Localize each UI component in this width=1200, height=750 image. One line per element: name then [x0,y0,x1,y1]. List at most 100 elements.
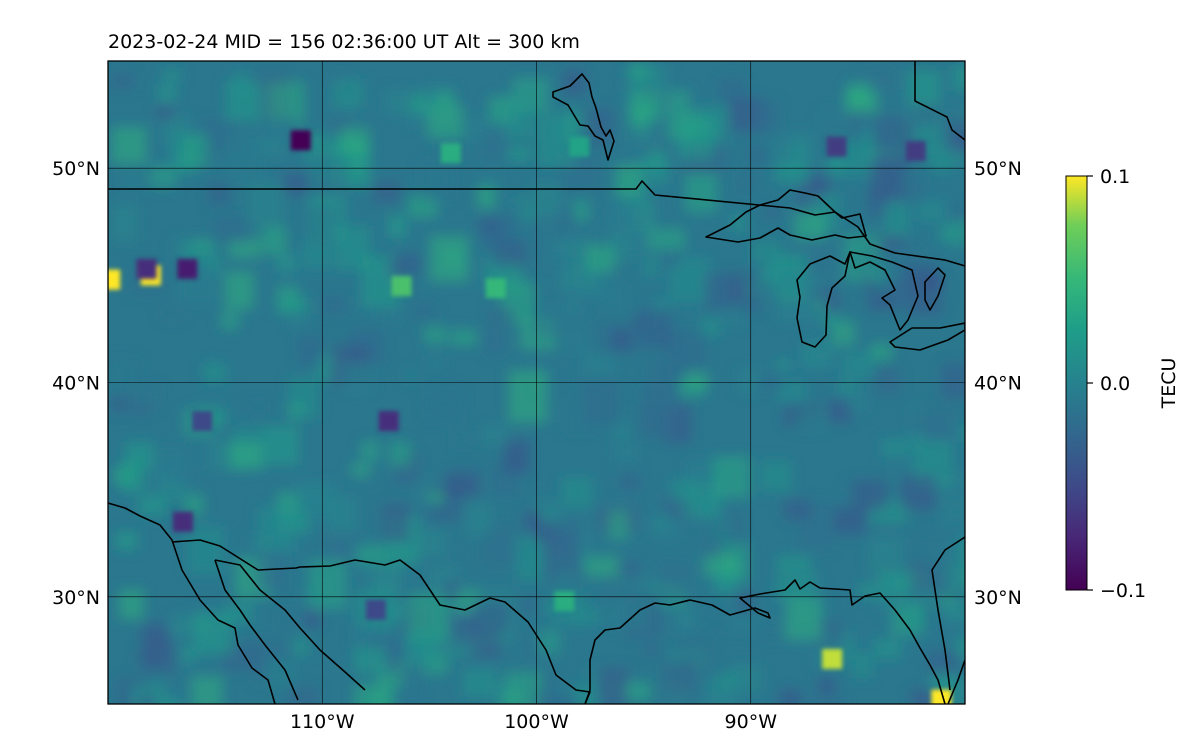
longitude-ticks: 110°W 100°W 90°W [290,711,777,733]
heatmap-cell [339,127,370,154]
heatmap-cell [229,441,263,469]
heatmap-cell [425,386,462,421]
heatmap-cell [684,172,718,213]
heatmap-cell [389,602,406,621]
heatmap-cell [586,245,615,272]
heatmap-cell [351,463,371,477]
heatmap-cell [308,204,339,246]
coastlines [108,61,965,704]
heatmap-feature-13 [931,689,952,704]
heatmap-cell [108,358,139,397]
lat-tick-label-left: 30°N [52,587,100,609]
heatmap-cell [936,629,957,643]
heatmap-cell [684,371,708,388]
heatmap-cell [308,560,347,610]
heatmap-cell [948,470,965,490]
heatmap-cell [779,689,801,704]
heatmap-feature-11 [365,599,386,620]
heatmap-feature-7 [569,136,590,157]
heatmap-cell [212,218,250,243]
heatmap-cell [611,575,651,630]
heatmap-cell [262,227,287,255]
baja-east [171,539,591,704]
heatmap-cell [388,214,406,238]
heatmap-cell [353,623,372,649]
heatmap-cell [562,302,580,314]
heatmap-cell [615,164,642,197]
heatmap-cell [156,103,174,120]
heatmap-cell [827,400,853,423]
gulf-of-california [214,559,366,691]
heatmap-cell [426,356,444,368]
heatmap-cell [718,77,746,100]
heatmap-cell [277,610,299,627]
heatmap-cell [811,178,827,197]
heatmap-cell [263,425,300,466]
heatmap-cell [818,677,836,695]
heatmap-cell [611,329,633,351]
heatmap-cell [931,152,952,173]
heatmap-cell [648,228,685,251]
heatmap-cell [490,307,514,324]
heatmap-cell [837,380,859,395]
heatmap-cell [531,306,559,339]
heatmap-cell [298,337,323,366]
heatmap-feature-17 [192,411,213,432]
heatmap-cell [225,132,262,183]
heatmap-cell [119,462,145,493]
heatmap-feature-3 [177,258,198,279]
heatmap-cell [620,474,640,490]
heatmap-cell [613,560,636,575]
heatmap-cell [111,72,134,90]
heatmap-cell [182,241,218,264]
heatmap-cell [259,135,285,158]
heatmap-feature-15 [826,136,847,157]
heatmap-cell [551,241,575,256]
heatmap-cell [287,686,319,704]
colorbar-tick-label: 0.1 [1100,166,1130,188]
heatmap-cell [675,609,703,638]
heatmap-cell [181,646,196,663]
heatmap-cell [956,636,965,658]
heatmap-cell [661,249,681,268]
heatmap-cell [481,425,508,444]
heatmap-cell [963,552,965,566]
colorbar-ticks: 0.1 0.0 −0.1 [1087,166,1146,602]
heatmap-cell [750,101,780,134]
heatmap-cell [464,502,492,536]
heatmap-cell [191,675,223,704]
heatmap-cell [429,235,469,282]
heatmap-cell [137,650,159,664]
heatmap-cell [583,380,619,424]
heatmap-cell [572,200,590,222]
heatmap-cell [120,173,144,191]
heatmap-cells [108,62,965,704]
heatmap-cell [856,255,885,273]
heatmap-cell [325,531,361,562]
heatmap-cell [585,555,619,578]
heatmap-cell [777,381,807,402]
heatmap-cell [614,417,631,439]
heatmap-cell [724,304,745,328]
heatmap-cell [484,680,506,701]
heatmap-cell [512,196,527,205]
heatmap-cell [261,116,295,138]
heatmap-cell [481,126,507,160]
heatmap-cell [220,311,240,331]
heatmap-cell [841,352,874,378]
heatmap-cell [760,460,792,492]
heatmap-cell [516,537,549,581]
heatmap-cell [115,531,138,550]
heatmap-cell [249,401,266,413]
heatmap-cell [960,425,965,442]
heatmap-cell [666,90,691,113]
heatmap-cell [663,659,695,697]
heatmap-feature-6 [391,276,412,297]
heatmap-cell [678,119,716,160]
heatmap-cell [375,306,401,324]
heatmap-cell [560,477,593,509]
heatmap-cell [642,256,660,277]
heatmap-cell [281,173,308,196]
heatmap-cell [756,620,784,640]
